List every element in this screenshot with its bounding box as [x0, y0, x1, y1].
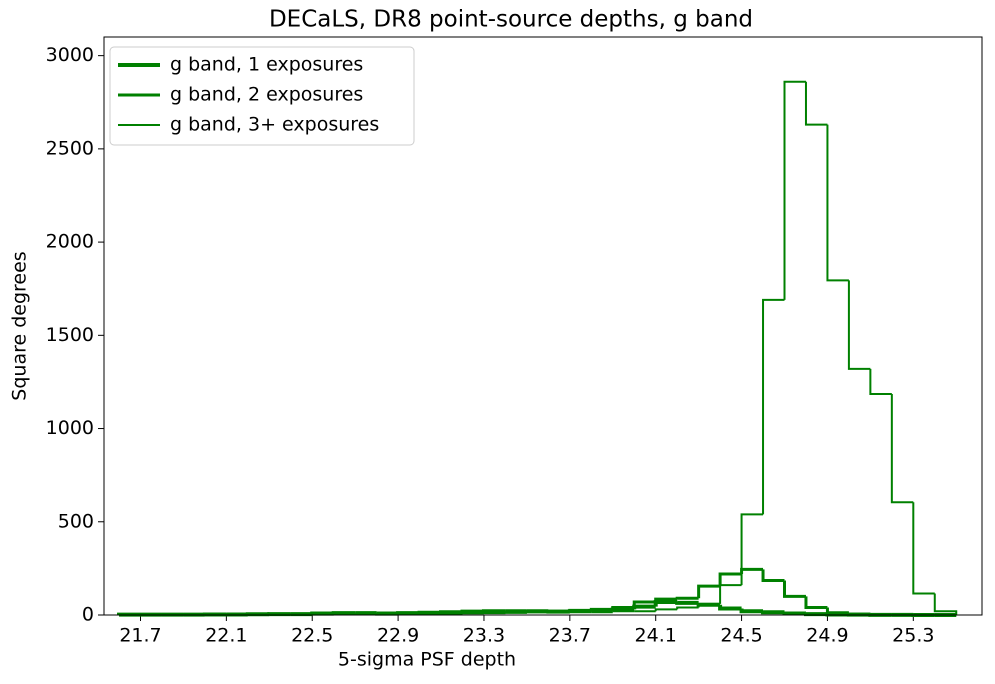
histogram-step	[827, 125, 848, 281]
histogram-step	[763, 300, 784, 514]
histogram-step	[677, 608, 698, 610]
histogram-step	[935, 594, 956, 615]
histogram-step	[656, 609, 677, 611]
x-tick-label: 23.7	[549, 625, 591, 647]
histogram-step	[913, 502, 934, 593]
y-tick-label: 1000	[46, 417, 94, 439]
chart-title: DECaLS, DR8 point-source depths, g band	[269, 7, 753, 33]
histogram-step	[870, 369, 891, 394]
y-tick-label: 0	[82, 604, 94, 626]
histogram-step	[699, 586, 720, 598]
legend-label: g band, 1 exposures	[170, 54, 363, 76]
x-tick-label: 24.5	[720, 625, 762, 647]
legend-label: g band, 3+ exposures	[170, 114, 379, 136]
histogram-step	[785, 82, 806, 300]
x-axis-label: 5-sigma PSF depth	[338, 649, 516, 671]
histogram-step	[742, 608, 763, 611]
y-axis-label: Square degrees	[9, 251, 31, 400]
histogram-step	[591, 609, 612, 610]
histogram-step	[398, 614, 419, 615]
histogram-step	[806, 614, 827, 615]
x-tick-label: 21.7	[119, 625, 161, 647]
y-tick-label: 2500	[46, 137, 94, 159]
histogram-step	[849, 613, 870, 614]
x-tick-label: 24.1	[635, 625, 677, 647]
histogram-step	[892, 394, 913, 502]
y-tick-label: 1500	[46, 324, 94, 346]
histogram-step	[677, 602, 698, 603]
y-tick-label: 500	[58, 510, 94, 532]
y-tick-label: 3000	[46, 44, 94, 66]
histogram-step	[742, 514, 763, 585]
histogram-step	[720, 585, 741, 604]
x-tick-label: 25.3	[892, 625, 934, 647]
histogram-step	[570, 611, 591, 612]
histogram-step	[742, 569, 763, 574]
histogram-step	[763, 611, 784, 612]
x-tick-label: 23.3	[463, 625, 505, 647]
histogram-step	[785, 581, 806, 597]
histogram-step	[656, 602, 677, 607]
histogram-step	[720, 605, 741, 609]
y-tick-label: 2000	[46, 231, 94, 253]
histogram-step	[827, 608, 848, 613]
histogram-step	[527, 612, 548, 613]
x-tick-label: 22.1	[205, 625, 247, 647]
histogram-step	[677, 598, 698, 599]
histogram-step	[763, 569, 784, 580]
histogram-step	[806, 82, 827, 125]
histogram-step	[806, 596, 827, 607]
x-tick-label: 22.9	[377, 625, 419, 647]
histogram-step	[634, 607, 655, 610]
x-tick-label: 24.9	[806, 625, 848, 647]
histogram-step	[849, 280, 870, 369]
x-tick-label: 22.5	[291, 625, 333, 647]
legend-label: g band, 2 exposures	[170, 84, 363, 106]
histogram-step	[785, 612, 806, 613]
